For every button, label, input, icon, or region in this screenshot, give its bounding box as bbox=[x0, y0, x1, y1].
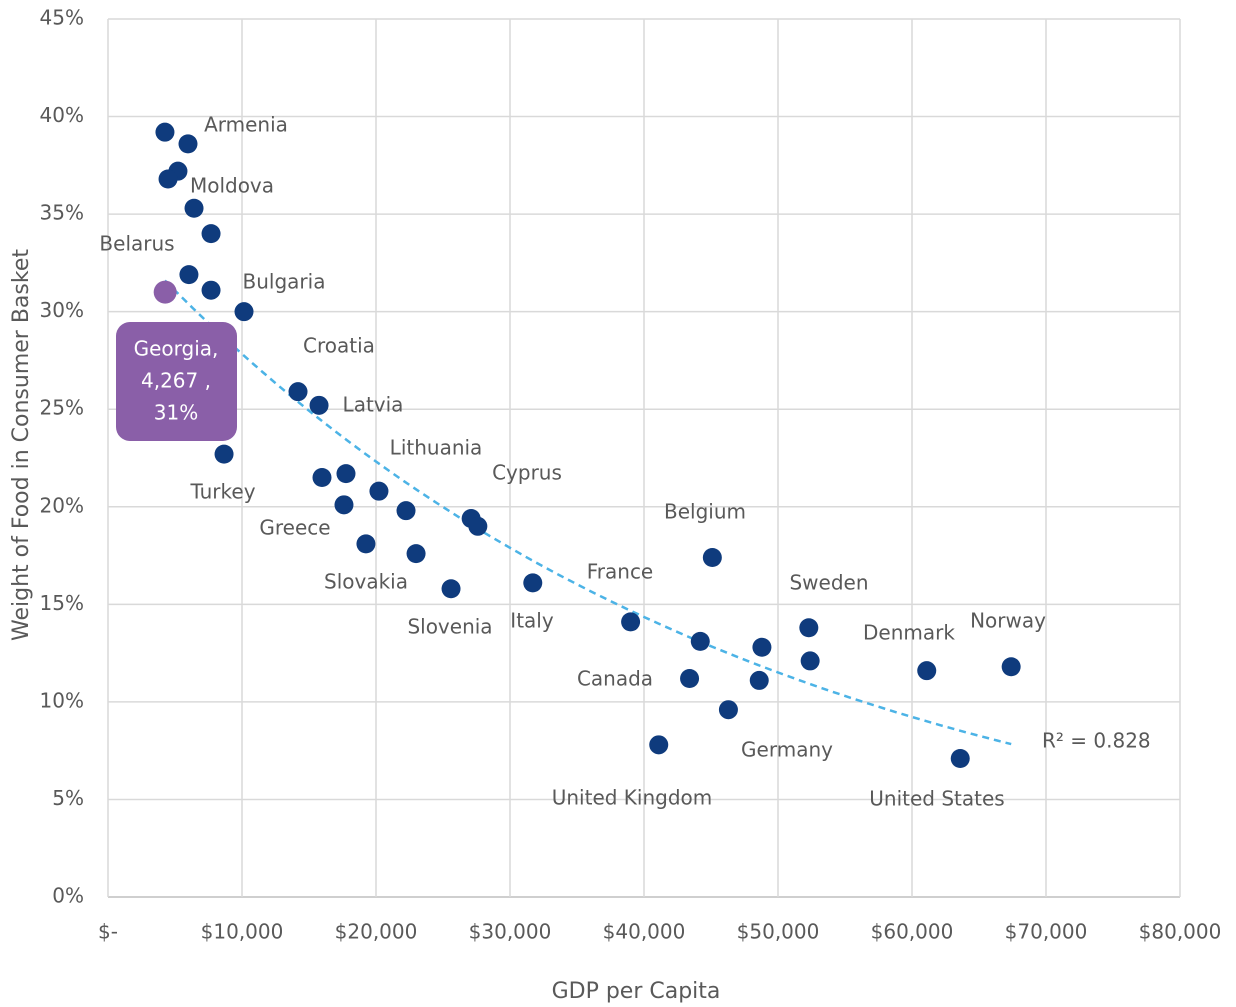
data-point bbox=[718, 700, 738, 720]
point-label: Moldova bbox=[190, 174, 274, 198]
data-point bbox=[155, 122, 175, 142]
data-point bbox=[690, 631, 710, 651]
x-tick-label: $40,000 bbox=[603, 920, 686, 944]
x-tick-label: $30,000 bbox=[469, 920, 552, 944]
data-point bbox=[179, 265, 199, 285]
y-tick-label: 10% bbox=[40, 688, 84, 712]
callout-label: 4,267 , bbox=[141, 369, 211, 393]
point-label: Sweden bbox=[789, 571, 868, 595]
data-point bbox=[158, 169, 178, 189]
data-point bbox=[800, 651, 820, 671]
data-point bbox=[396, 501, 416, 521]
data-point bbox=[950, 748, 970, 768]
point-label: Denmark bbox=[863, 621, 955, 645]
x-tick-label: $50,000 bbox=[737, 920, 820, 944]
y-tick-label: 40% bbox=[40, 103, 84, 127]
data-point bbox=[288, 382, 308, 402]
point-label: Croatia bbox=[303, 334, 375, 358]
data-point bbox=[356, 534, 376, 554]
y-tick-label: 35% bbox=[40, 201, 84, 225]
point-label: Lithuania bbox=[390, 436, 483, 460]
data-point bbox=[649, 735, 669, 755]
data-point bbox=[184, 198, 204, 218]
data-point bbox=[214, 444, 234, 464]
data-point bbox=[752, 637, 772, 657]
data-point bbox=[702, 548, 722, 568]
y-tick-label: 20% bbox=[40, 493, 84, 517]
point-label: Norway bbox=[970, 609, 1046, 633]
data-point bbox=[312, 468, 332, 488]
point-label: United Kingdom bbox=[552, 786, 713, 810]
callout-label: 31% bbox=[154, 401, 198, 425]
data-point bbox=[680, 668, 700, 688]
callout-box bbox=[116, 322, 237, 441]
point-label: United States bbox=[869, 787, 1004, 811]
x-tick-label: $10,000 bbox=[201, 920, 284, 944]
point-label: Belgium bbox=[664, 500, 746, 524]
y-tick-label: 25% bbox=[40, 396, 84, 420]
data-point bbox=[799, 618, 819, 638]
data-point bbox=[178, 134, 198, 154]
data-point bbox=[523, 573, 543, 593]
data-point bbox=[336, 464, 356, 484]
data-point bbox=[369, 481, 389, 501]
callout-label: Georgia, bbox=[134, 337, 219, 361]
y-axis-title: Weight of Food in Consumer Basket bbox=[9, 249, 34, 641]
x-tick-label: $20,000 bbox=[335, 920, 418, 944]
x-tick-label: $60,000 bbox=[871, 920, 954, 944]
point-label: France bbox=[587, 560, 654, 584]
highlight-point bbox=[153, 280, 177, 304]
data-point bbox=[201, 280, 221, 300]
point-label: Greece bbox=[259, 516, 330, 540]
y-tick-label: 45% bbox=[40, 6, 84, 30]
point-label: Cyprus bbox=[492, 461, 562, 485]
r-squared: R² = 0.828 bbox=[1042, 729, 1151, 753]
data-point bbox=[334, 495, 354, 515]
point-label: Slovenia bbox=[407, 615, 492, 639]
data-point bbox=[309, 395, 329, 415]
x-tick-label: $80,000 bbox=[1139, 920, 1222, 944]
data-point bbox=[201, 224, 221, 244]
point-label: Italy bbox=[510, 609, 554, 633]
point-label: Turkey bbox=[189, 480, 255, 504]
y-tick-label: 15% bbox=[40, 591, 84, 615]
y-tick-label: 30% bbox=[40, 298, 84, 322]
data-point bbox=[1001, 657, 1021, 677]
data-point bbox=[749, 670, 769, 690]
point-label: Germany bbox=[741, 738, 833, 762]
trendline bbox=[164, 279, 1012, 746]
point-label: Bulgaria bbox=[243, 270, 326, 294]
point-label: Canada bbox=[577, 667, 653, 691]
y-tick-label: 5% bbox=[52, 786, 84, 810]
data-point bbox=[441, 579, 461, 599]
point-label: Latvia bbox=[343, 393, 404, 417]
x-tick-label: $70,000 bbox=[1005, 920, 1088, 944]
y-tick-label: 0% bbox=[52, 884, 84, 908]
data-point bbox=[406, 544, 426, 564]
point-label: Belarus bbox=[99, 232, 174, 256]
point-label: Slovakia bbox=[324, 570, 408, 594]
data-point bbox=[917, 661, 937, 681]
x-axis-title: GDP per Capita bbox=[552, 979, 721, 1004]
data-point bbox=[234, 302, 254, 322]
data-point bbox=[468, 516, 488, 536]
point-label: Armenia bbox=[204, 113, 288, 137]
data-point bbox=[621, 612, 641, 632]
x-tick-label: $- bbox=[98, 920, 118, 944]
